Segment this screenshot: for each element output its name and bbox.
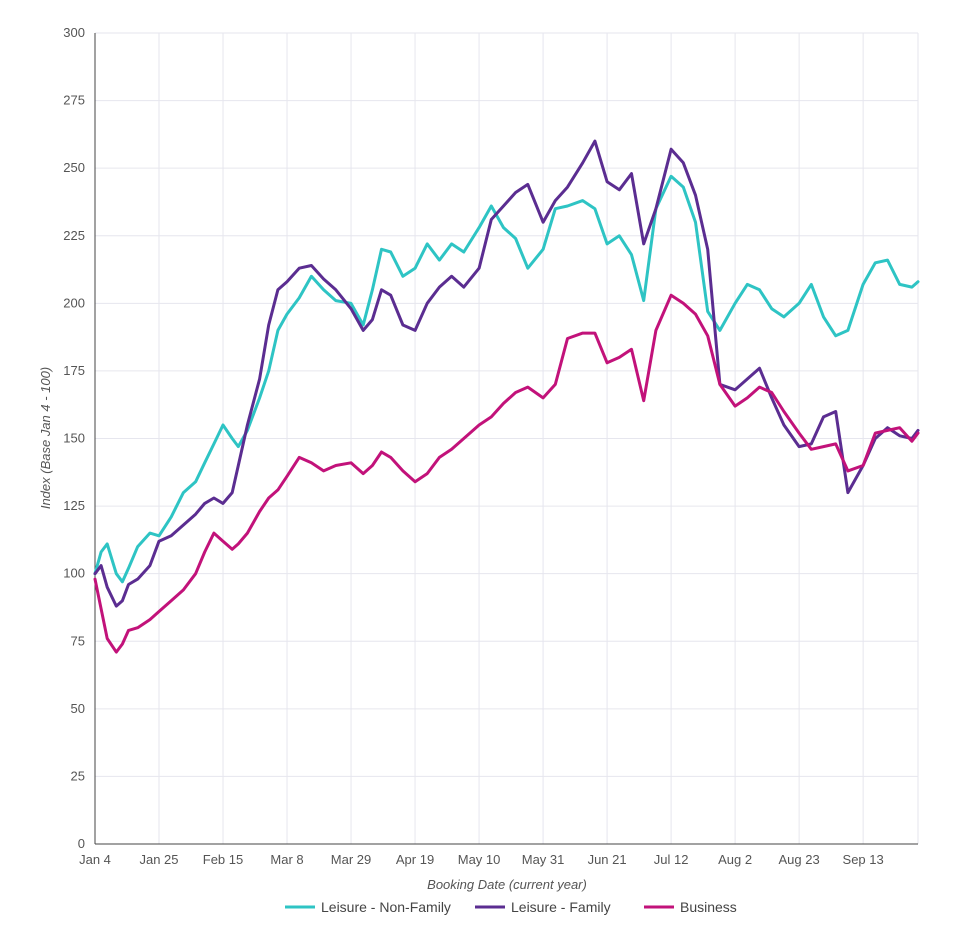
y-tick-label: 250 [63, 160, 85, 175]
x-tick-label: Apr 19 [396, 852, 434, 867]
y-tick-label: 225 [63, 228, 85, 243]
y-tick-label: 50 [71, 701, 85, 716]
x-tick-label: May 31 [522, 852, 565, 867]
legend-label: Leisure - Family [511, 899, 611, 915]
x-tick-label: Feb 15 [203, 852, 243, 867]
legend-item: Leisure - Non-Family [285, 899, 451, 915]
legend: Leisure - Non-Family Leisure - Family Busi… [285, 899, 737, 915]
series-line-business [93, 293, 920, 654]
y-axis-title: Index (Base Jan 4 - 100) [38, 367, 53, 509]
x-tick-label: Jul 12 [654, 852, 689, 867]
x-tick-label: May 10 [458, 852, 501, 867]
x-tick-label: Jan 25 [139, 852, 178, 867]
x-tick-label: Aug 2 [718, 852, 752, 867]
x-tick-label: Mar 29 [331, 852, 371, 867]
legend-label: Leisure - Non-Family [321, 899, 451, 915]
y-tick-label: 275 [63, 93, 85, 108]
x-tick-label: Jan 4 [79, 852, 111, 867]
y-tick-label: 25 [71, 768, 85, 783]
legend-item: Leisure - Family [475, 899, 611, 915]
y-tick-label: 200 [63, 295, 85, 310]
y-tick-label: 0 [78, 836, 85, 851]
y-tick-label: 125 [63, 498, 85, 513]
y-tick-label: 300 [63, 25, 85, 40]
x-tick-label: Sep 13 [843, 852, 884, 867]
x-tick-label: Aug 23 [779, 852, 820, 867]
y-tick-label: 75 [71, 633, 85, 648]
series-line-leisure-non-family [93, 174, 920, 584]
y-tick-label: 150 [63, 431, 85, 446]
axes: 0 25 50 75 100 125 150 175 200 225 250 275 300 Jan 4 J… [63, 25, 918, 867]
series-lines [93, 139, 920, 654]
series-line-leisure-family [93, 139, 920, 608]
x-tick-label: Mar 8 [270, 852, 303, 867]
x-tick-label: Jun 21 [588, 852, 627, 867]
legend-item: Business [644, 899, 737, 915]
legend-label: Business [680, 899, 737, 915]
y-tick-label: 175 [63, 363, 85, 378]
y-tick-label: 100 [63, 566, 85, 581]
x-axis-title: Booking Date (current year) [427, 877, 587, 892]
